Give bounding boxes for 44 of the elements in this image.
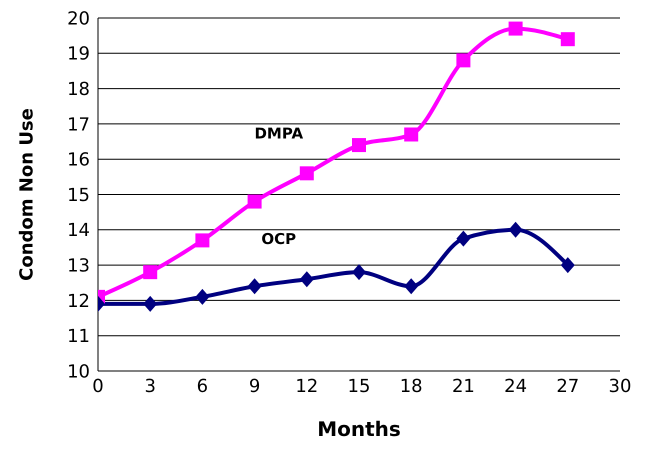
point [560, 32, 575, 46]
x-tick-label: 21 [452, 376, 475, 397]
x-axis-title: Months [317, 417, 401, 441]
x-tick-label: 18 [400, 376, 423, 397]
point [143, 265, 158, 280]
y-tick-label: 14 [67, 220, 90, 242]
point [195, 288, 210, 305]
point [248, 194, 262, 209]
point [404, 127, 418, 142]
x-tick-label: 24 [504, 376, 528, 397]
y-tick-label: 17 [67, 114, 90, 136]
y-tick-label: 15 [67, 184, 90, 206]
point [300, 166, 314, 180]
y-tick-label: 20 [67, 8, 90, 30]
x-tick-label: 27 [556, 376, 580, 397]
x-tick-label: 9 [248, 376, 260, 397]
y-tick-label: 10 [67, 361, 90, 382]
series-label: OCP [261, 230, 296, 248]
x-tick-label: 3 [144, 376, 156, 397]
point [404, 278, 418, 294]
point [352, 138, 366, 152]
y-axis-title: Condom Non Use [16, 108, 38, 281]
point [508, 22, 523, 36]
y-tick-label: 16 [67, 150, 90, 171]
point [508, 222, 523, 238]
point [143, 296, 158, 312]
point [560, 257, 575, 274]
x-tick-label: 0 [92, 376, 104, 397]
y-tick-label: 18 [67, 78, 90, 100]
x-tick-label: 6 [196, 376, 208, 397]
x-tick-label: 30 [608, 376, 632, 397]
point [456, 230, 470, 247]
y-tick-label: 19 [67, 44, 90, 65]
point [352, 264, 366, 280]
point [456, 53, 470, 68]
series-label: DMPA [254, 124, 304, 142]
point [300, 271, 314, 288]
point [248, 278, 262, 294]
point [195, 233, 210, 248]
y-tick-label: 11 [67, 326, 90, 348]
x-tick-label: 15 [348, 376, 370, 397]
y-tick-label: 12 [67, 290, 90, 312]
x-tick-label: 12 [295, 376, 318, 397]
y-tick-label: 13 [67, 255, 90, 276]
